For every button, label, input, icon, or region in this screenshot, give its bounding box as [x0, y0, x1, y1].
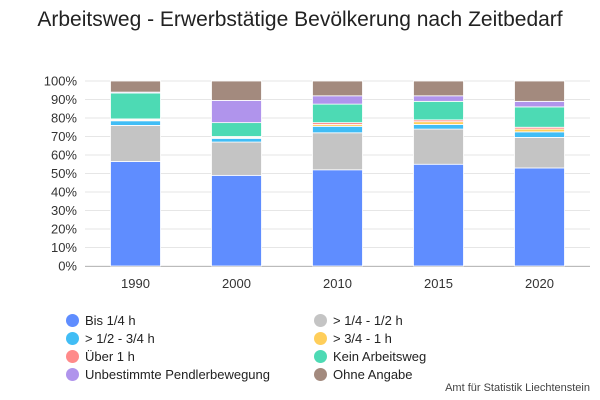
bar-segment[interactable]	[514, 106, 565, 128]
bar-segment[interactable]	[514, 80, 565, 102]
y-tick-label: 10%	[51, 240, 77, 255]
bar-segment[interactable]	[413, 163, 464, 267]
y-tick-label: 40%	[51, 185, 77, 200]
legend-label: > 3/4 - 1 h	[333, 331, 392, 346]
legend-label: Über 1 h	[85, 349, 135, 364]
legend-marker	[66, 368, 79, 381]
bar-segment[interactable]	[110, 92, 161, 120]
bar-segment[interactable]	[312, 132, 363, 171]
x-tick-label: 2000	[222, 276, 251, 291]
y-tick-label: 20%	[51, 222, 77, 237]
x-tick-label: 2020	[525, 276, 554, 291]
legend-marker	[66, 314, 79, 327]
bar-segment[interactable]	[514, 100, 565, 108]
bar-segment[interactable]	[413, 124, 464, 130]
bar-segment[interactable]	[413, 80, 464, 97]
legend-marker	[314, 368, 327, 381]
bar-segment[interactable]	[211, 137, 262, 143]
legend-item[interactable]: Über 1 h	[66, 348, 314, 365]
legend-item[interactable]: > 1/2 - 3/4 h	[66, 330, 314, 347]
x-tick-label: 1990	[121, 276, 150, 291]
legend-label: Bis 1/4 h	[85, 313, 136, 328]
bar-segment[interactable]	[413, 95, 464, 102]
legend: Bis 1/4 h > 1/4 - 1/2 h > 1/2 - 3/4 h > 3/4…	[66, 312, 566, 383]
legend-label: > 1/2 - 3/4 h	[85, 331, 155, 346]
y-tick-label: 100%	[44, 74, 78, 89]
bar-segment[interactable]	[110, 120, 161, 126]
bar-segment[interactable]	[514, 137, 565, 169]
bar-segment[interactable]	[211, 122, 262, 137]
legend-label: Unbestimmte Pendlerbewegung	[85, 367, 270, 382]
legend-item[interactable]: Bis 1/4 h	[66, 312, 314, 329]
legend-label: Kein Arbeitsweg	[333, 349, 427, 364]
bar-segment[interactable]	[110, 161, 161, 267]
x-tick-label: 2015	[424, 276, 453, 291]
legend-item[interactable]: Ohne Angabe	[314, 366, 562, 383]
legend-marker	[66, 332, 79, 345]
legend-marker	[314, 332, 327, 345]
legend-item[interactable]: > 3/4 - 1 h	[314, 330, 562, 347]
bar-segment[interactable]	[514, 167, 565, 267]
legend-item[interactable]: > 1/4 - 1/2 h	[314, 312, 562, 329]
y-tick-label: 30%	[51, 203, 77, 218]
plot-area: 0% 10% 20% 30% 40% 50% 60% 70% 80% 90% 100% 1990 200…	[44, 74, 590, 291]
legend-item[interactable]: Kein Arbeitsweg	[314, 348, 562, 365]
y-tick-label: 60%	[51, 148, 77, 163]
legend-label: > 1/4 - 1/2 h	[333, 313, 403, 328]
bar-segment[interactable]	[413, 121, 464, 125]
source-credit[interactable]: Amt für Statistik Liechtenstein	[445, 382, 590, 394]
legend-item[interactable]: Unbestimmte Pendlerbewegung	[66, 366, 314, 383]
y-tick-label: 0%	[58, 259, 77, 274]
bar-segment[interactable]	[312, 125, 363, 134]
legend-label: Ohne Angabe	[333, 367, 413, 382]
bar-segment[interactable]	[211, 141, 262, 176]
bar-segment[interactable]	[514, 131, 565, 138]
y-tick-label: 80%	[51, 111, 77, 126]
bar-segment[interactable]	[514, 128, 565, 133]
y-tick-label: 50%	[51, 166, 77, 181]
bar-segment[interactable]	[211, 80, 262, 101]
legend-marker	[314, 350, 327, 363]
legend-marker	[66, 350, 79, 363]
x-tick-label: 2010	[323, 276, 352, 291]
y-tick-label: 70%	[51, 129, 77, 144]
bar-segment[interactable]	[312, 95, 363, 105]
bar-segment[interactable]	[312, 80, 363, 97]
y-tick-label: 90%	[51, 92, 77, 107]
bar-segment[interactable]	[312, 103, 363, 124]
bar-segment[interactable]	[110, 125, 161, 162]
bar-segment[interactable]	[110, 80, 161, 93]
chart-title: Arbeitsweg - Erwerbstätige Bevölkerung n…	[37, 8, 563, 31]
bar-segment[interactable]	[413, 100, 464, 121]
bar-segment[interactable]	[312, 169, 363, 267]
legend-marker	[314, 314, 327, 327]
bar-segment[interactable]	[211, 100, 262, 124]
bar-segment[interactable]	[413, 128, 464, 165]
bar-segment[interactable]	[211, 174, 262, 267]
